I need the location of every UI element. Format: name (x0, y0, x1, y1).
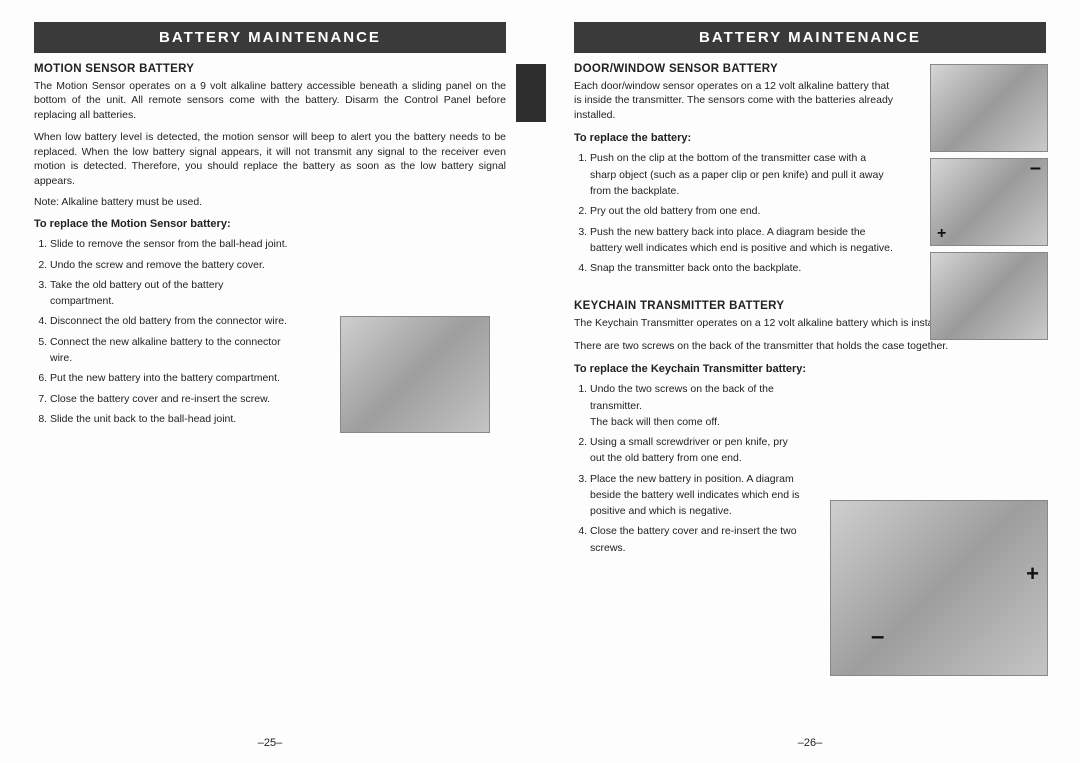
page-left: BATTERY MAINTENANCE MOTION SENSOR BATTER… (0, 0, 540, 763)
plus-icon: + (937, 225, 946, 243)
list-item: Place the new battery in position. A dia… (590, 471, 805, 520)
banner-right: BATTERY MAINTENANCE (574, 22, 1046, 53)
heading-door-window: DOOR/WINDOW SENSOR BATTERY (574, 63, 895, 75)
page-number-right: –26– (540, 737, 1080, 749)
motion-p2: When low battery level is detected, the … (34, 130, 506, 188)
list-item: Connect the new alkaline battery to the … (50, 334, 289, 367)
heading-replace-kc: To replace the Keychain Transmitter batt… (574, 363, 1046, 375)
list-item: Close the battery cover and re-insert th… (50, 391, 289, 407)
dw-image-3 (930, 252, 1048, 340)
list-item: Put the new battery into the battery com… (50, 370, 289, 386)
banner-left: BATTERY MAINTENANCE (34, 22, 506, 53)
heading-replace-dw: To replace the battery: (574, 132, 895, 144)
heading-motion-sensor: MOTION SENSOR BATTERY (34, 63, 506, 75)
list-item: Push the new battery back into place. A … (590, 224, 895, 257)
heading-replace-motion: To replace the Motion Sensor battery: (34, 218, 506, 230)
dw-steps: Push on the clip at the bottom of the tr… (574, 150, 895, 276)
list-item: Using a small screwdriver or pen knife, … (590, 434, 805, 467)
kc-steps: Undo the two screws on the back of the t… (574, 381, 805, 556)
page-number-left: –25– (0, 737, 540, 749)
motion-p1: The Motion Sensor operates on a 9 volt a… (34, 79, 506, 122)
list-item: Slide to remove the sensor from the ball… (50, 236, 289, 252)
minus-icon: – (1030, 157, 1041, 180)
motion-note: Note: Alkaline battery must be used. (34, 196, 506, 208)
minus-icon: – (871, 623, 884, 651)
dw-p1: Each door/window sensor operates on a 12… (574, 79, 895, 122)
dw-image-2: + – (930, 158, 1048, 246)
list-item: Take the old battery out of the battery … (50, 277, 289, 310)
kc-p2: There are two screws on the back of the … (574, 339, 1046, 353)
motion-sensor-image (340, 316, 490, 433)
page-right: BATTERY MAINTENANCE DOOR/WINDOW SENSOR B… (540, 0, 1080, 763)
motion-steps: Slide to remove the sensor from the ball… (34, 236, 289, 427)
keychain-image: + – (830, 500, 1048, 676)
list-item: Slide the unit back to the ball-head joi… (50, 411, 289, 427)
list-item: Disconnect the old battery from the conn… (50, 313, 289, 329)
list-item: Snap the transmitter back onto the backp… (590, 260, 895, 276)
list-item: Undo the two screws on the back of the t… (590, 381, 805, 430)
list-item: Push on the clip at the bottom of the tr… (590, 150, 895, 199)
plus-icon: + (1026, 561, 1039, 587)
list-item: Close the battery cover and re-insert th… (590, 523, 805, 556)
list-item: Pry out the old battery from one end. (590, 203, 895, 219)
dw-image-1 (930, 64, 1048, 152)
list-item: Undo the screw and remove the battery co… (50, 257, 289, 273)
dw-image-column: + – (930, 64, 1048, 340)
